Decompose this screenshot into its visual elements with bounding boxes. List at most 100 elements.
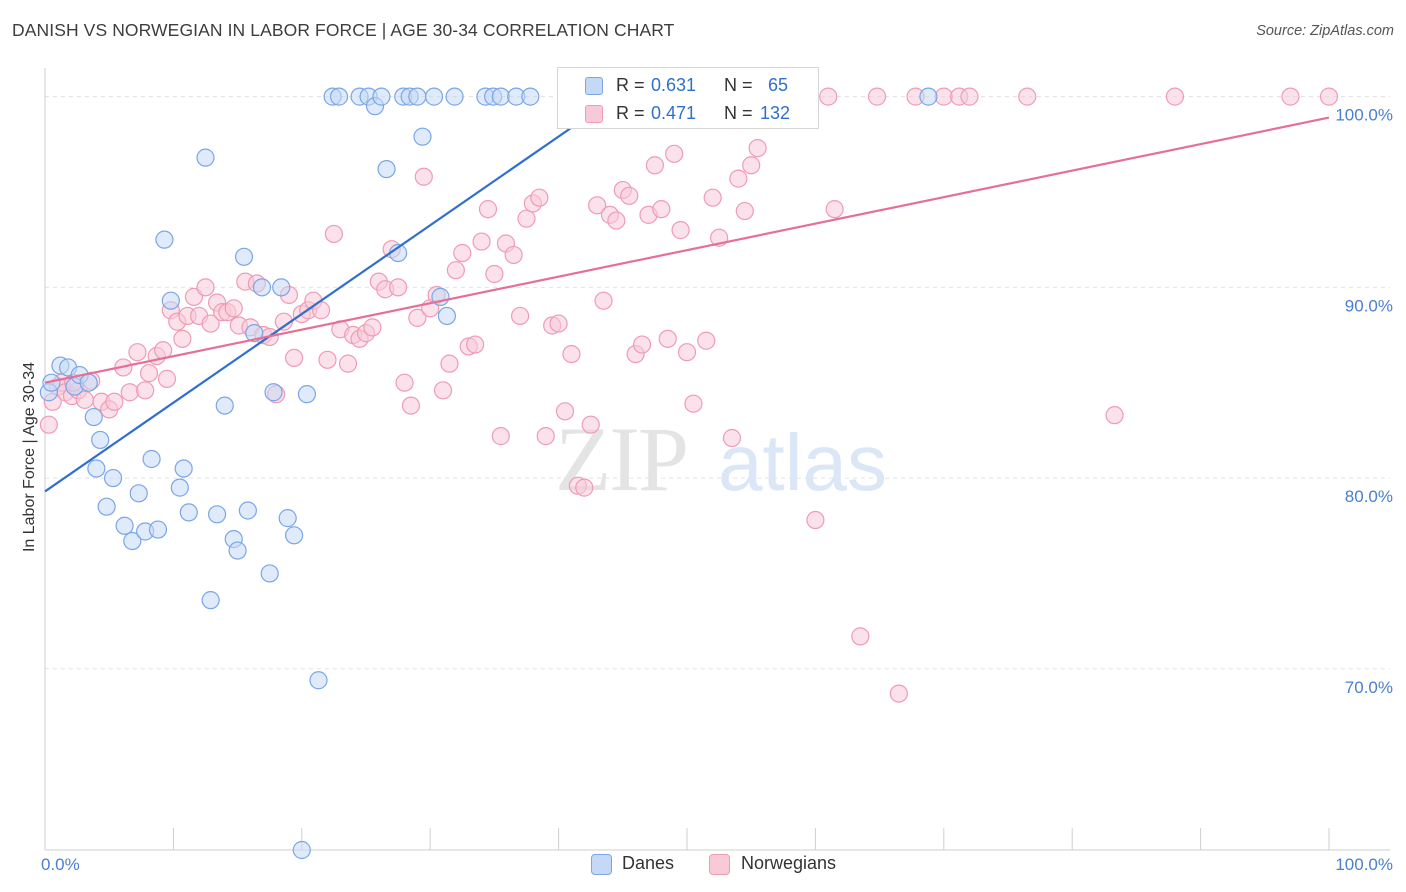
danes-point [372, 87, 391, 106]
norwegians-point [395, 373, 414, 392]
danes-point [42, 373, 61, 392]
norwegians-point [338, 354, 358, 373]
norwegians-point [671, 221, 690, 240]
norwegians-point [105, 392, 124, 411]
norwegians-point [472, 232, 491, 251]
danes-point [413, 127, 432, 146]
danes-point [215, 396, 234, 415]
norwegians-point [284, 348, 304, 368]
watermark-zip: ZIP [555, 408, 687, 510]
norwegians-point [136, 381, 155, 400]
norwegians-point [645, 156, 665, 175]
norwegians-point [491, 427, 510, 446]
norwegians-point [157, 369, 177, 388]
y-tick-label: 90.0% [1345, 296, 1393, 315]
norwegians-point [665, 144, 684, 163]
danes-point [234, 247, 254, 266]
danes-point [521, 87, 540, 106]
data-points [39, 87, 1339, 860]
norwegians-point [363, 318, 382, 337]
norwegians-point [39, 415, 58, 434]
danes-trend-line [44, 95, 618, 493]
danes-point [377, 159, 396, 179]
norwegians-point [128, 343, 147, 362]
x-tick-label: 0.0% [41, 855, 80, 874]
norwegians-point [446, 261, 465, 280]
danes-r-value: 0.631 [651, 75, 697, 95]
norwegians-point [224, 299, 243, 318]
r-label: R = [616, 103, 645, 123]
danes-point [297, 385, 317, 404]
danes-point [148, 520, 168, 539]
norwegians-point [478, 200, 498, 219]
norwegians-point [632, 335, 652, 354]
norwegians-point [139, 364, 159, 383]
norwegians-point [851, 627, 870, 646]
norwegians-point [1105, 406, 1124, 425]
grid-lines [45, 96, 1390, 670]
trend-lines [44, 95, 1330, 493]
norwegians-point [825, 200, 844, 219]
danes-point [228, 541, 247, 560]
danes-point [161, 291, 180, 310]
danes-point [84, 407, 103, 427]
legend-danes-swatch [591, 854, 612, 875]
norwegians-point [588, 196, 607, 215]
norwegians-n-value: 132 [760, 103, 791, 123]
danes-point [437, 306, 456, 326]
danes-point [155, 230, 174, 249]
series-legend: Danes Norwegians [0, 852, 1406, 878]
norwegians-point [620, 186, 639, 205]
danes-point [445, 87, 464, 106]
danes-point [491, 87, 510, 106]
norwegians-point [453, 243, 472, 263]
norwegians-point [120, 383, 139, 402]
danes-point [170, 478, 189, 497]
watermark: ZIP atlas [555, 408, 887, 510]
norwegians-point [729, 169, 748, 188]
danes-point [129, 484, 148, 503]
danes-point [179, 503, 198, 522]
danes-point [196, 148, 215, 167]
danes-point [278, 509, 297, 528]
norwegians-point [389, 278, 408, 297]
legend-norwegians-swatch [709, 854, 730, 875]
danes-point [264, 383, 283, 402]
norwegians-point [960, 87, 979, 106]
danes-point [103, 468, 123, 488]
danes-point [329, 87, 349, 106]
norwegians-point [504, 245, 523, 265]
r-label: R = [616, 75, 645, 95]
norwegians-point [652, 200, 671, 219]
norwegians-point [934, 87, 953, 106]
norwegians-point [517, 209, 536, 228]
y-tick-label: 100.0% [1335, 106, 1393, 125]
norwegians-point [889, 684, 908, 703]
norwegians-point [549, 314, 568, 333]
norwegians-point [536, 427, 555, 446]
danes-point [123, 531, 142, 551]
chart-source: Source: ZipAtlas.com [1256, 23, 1394, 39]
norwegians-point [1018, 87, 1037, 106]
norwegians-point [201, 314, 220, 333]
danes-point [87, 459, 106, 478]
danes-point [79, 373, 98, 392]
legend-norwegians-label: Norwegians [741, 853, 837, 873]
danes-point [207, 505, 227, 524]
danes-point [238, 501, 257, 520]
y-tick-label: 70.0% [1345, 678, 1393, 697]
y-tick-label: 80.0% [1345, 487, 1393, 506]
norwegians-point [658, 329, 677, 348]
norwegians-point [867, 87, 887, 106]
norwegians-point [703, 188, 722, 207]
norwegians-point [408, 308, 427, 327]
norwegians-point [594, 291, 613, 310]
danes-point [142, 449, 161, 469]
danes-point [174, 459, 193, 478]
norwegians-point [466, 335, 485, 354]
norwegians-point [607, 211, 626, 230]
norwegians-point [196, 278, 215, 297]
norwegians-point [173, 329, 192, 348]
danes-point [97, 497, 116, 516]
watermark-atlas: atlas [718, 418, 887, 507]
